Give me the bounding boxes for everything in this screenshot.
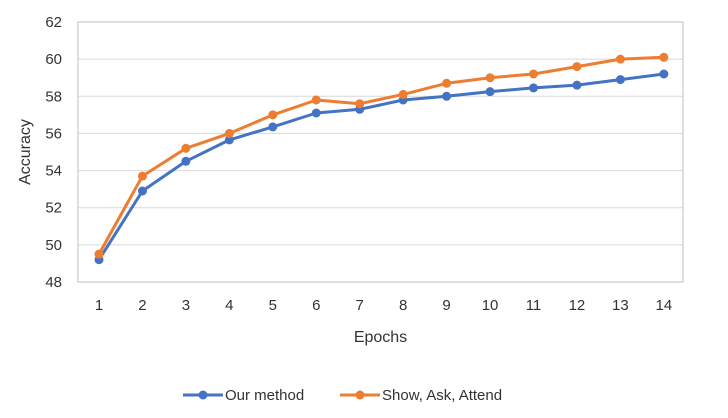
x-tick-label: 2 — [138, 297, 146, 314]
data-point — [442, 78, 452, 88]
data-point — [615, 75, 625, 85]
x-tick-label: 6 — [312, 297, 320, 314]
data-point — [659, 69, 669, 79]
data-point — [224, 135, 234, 145]
data-point — [615, 54, 625, 64]
data-point — [485, 87, 495, 97]
x-tick-label: 12 — [569, 297, 586, 314]
x-tick-label: 11 — [526, 297, 542, 314]
x-axis-tick-labels: 1 2 3 4 5 6 7 8 9 10 11 12 13 14 — [95, 297, 672, 314]
data-point — [311, 95, 321, 105]
y-axis-title: Accuracy — [17, 119, 34, 185]
series-line — [97, 55, 666, 256]
x-tick-label: 3 — [182, 297, 190, 314]
data-point — [268, 122, 278, 132]
data-point — [529, 69, 538, 79]
x-tick-label: 7 — [356, 297, 364, 314]
x-tick-label: 13 — [612, 297, 629, 314]
y-tick-label: 58 — [45, 88, 62, 105]
data-point — [137, 186, 147, 196]
x-tick-label: 1 — [95, 297, 103, 314]
data-point — [181, 143, 191, 153]
series-group — [94, 52, 669, 259]
data-point — [442, 91, 452, 101]
data-point — [485, 73, 495, 83]
data-point — [572, 80, 582, 90]
data-point — [94, 249, 104, 259]
data-point — [181, 156, 191, 166]
x-tick-label: 5 — [269, 297, 277, 314]
data-point — [311, 108, 321, 118]
x-tick-label: 9 — [442, 297, 450, 314]
y-tick-label: 54 — [45, 163, 62, 180]
data-point — [529, 83, 538, 93]
data-point — [398, 89, 408, 99]
legend: Our method Show, Ask, Attend — [183, 387, 502, 404]
x-tick-label: 8 — [399, 297, 407, 314]
legend-marker — [198, 390, 208, 400]
data-point — [224, 128, 234, 138]
legend-marker — [355, 390, 365, 400]
y-tick-label: 60 — [45, 51, 62, 68]
data-point — [268, 110, 278, 120]
data-point — [137, 171, 147, 181]
plot-area-border — [77, 21, 684, 283]
x-tick-label: 14 — [656, 297, 673, 314]
y-tick-label: 52 — [45, 200, 62, 217]
x-tick-label: 4 — [225, 297, 233, 314]
legend-item: Show, Ask, Attend — [340, 387, 502, 404]
series-line — [97, 72, 666, 262]
data-point — [572, 62, 582, 72]
legend-label: Our method — [225, 387, 304, 404]
x-axis-title: Epochs — [354, 329, 407, 346]
data-point — [659, 52, 669, 62]
legend-item: Our method — [183, 387, 304, 404]
data-point — [355, 99, 365, 109]
y-tick-label: 50 — [45, 237, 62, 254]
legend-label: Show, Ask, Attend — [382, 387, 502, 404]
y-tick-label: 62 — [45, 14, 62, 31]
y-tick-label: 56 — [45, 125, 62, 142]
series-lines — [94, 52, 669, 265]
x-tick-label: 10 — [482, 297, 499, 314]
y-tick-label: 48 — [45, 274, 62, 291]
y-axis-tick-labels: 48 50 52 54 56 58 60 62 — [45, 14, 62, 291]
